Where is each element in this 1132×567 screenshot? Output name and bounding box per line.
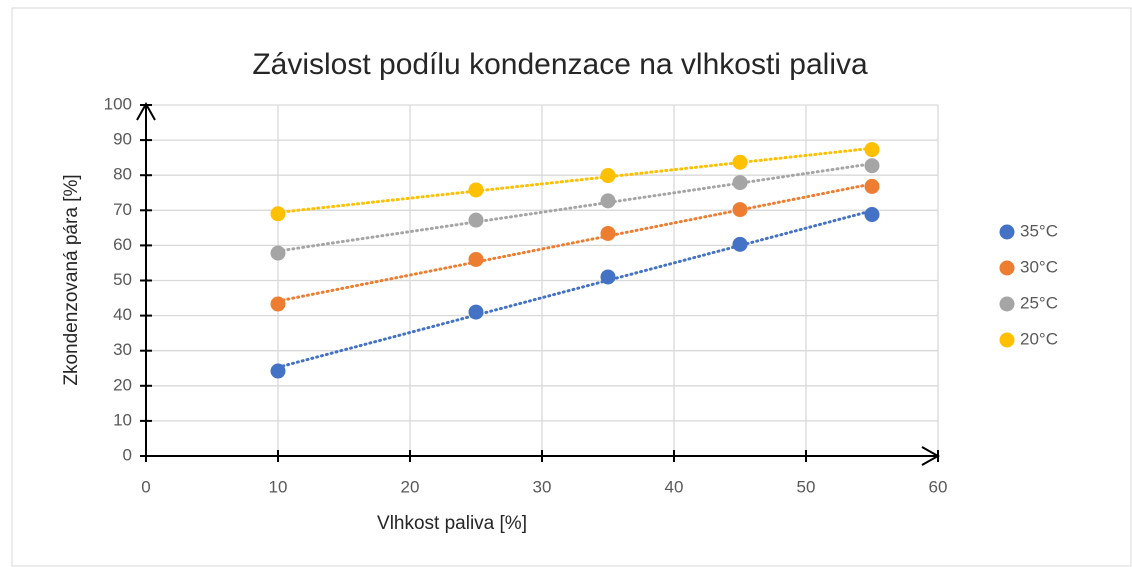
x-tick-label: 10	[269, 477, 288, 496]
y-tick-label: 100	[104, 94, 132, 113]
plot	[270, 142, 880, 379]
legend-label: 25°C	[1020, 293, 1058, 312]
y-tick-label: 0	[123, 445, 132, 464]
x-axis-label: Vlhkost paliva [%]	[377, 513, 527, 534]
point	[864, 178, 880, 194]
y-tick-label: 70	[113, 200, 132, 219]
point	[732, 154, 748, 170]
legend-marker	[999, 224, 1015, 240]
point	[600, 168, 616, 184]
y-axis-label: Zkondenzovaná pára [%]	[61, 174, 82, 385]
point	[732, 236, 748, 252]
y-tick-label: 40	[113, 305, 132, 324]
legend-marker	[999, 260, 1015, 276]
legend-label: 35°C	[1020, 221, 1058, 240]
y-tick-label: 90	[113, 130, 132, 149]
y-tick-label: 30	[113, 340, 132, 359]
chart-title: Závislost podílu kondenzace na vlhkosti …	[252, 48, 868, 81]
point	[270, 296, 286, 312]
x-tick-label: 50	[797, 477, 816, 496]
point	[864, 158, 880, 174]
legend-label: 30°C	[1020, 257, 1058, 276]
y-tick-label: 80	[113, 165, 132, 184]
point	[600, 193, 616, 209]
y-tick-label: 50	[113, 270, 132, 289]
trendline	[276, 146, 874, 214]
point	[270, 245, 286, 261]
point	[600, 225, 616, 241]
point	[270, 363, 286, 379]
point	[864, 207, 880, 223]
y-tick-label: 20	[113, 375, 132, 394]
point	[600, 269, 616, 285]
legend-marker	[999, 332, 1015, 348]
chart-frame	[11, 7, 1132, 567]
x-tick-label: 60	[929, 477, 948, 496]
point	[270, 206, 286, 222]
trendline	[276, 182, 874, 303]
y-tick-label: 60	[113, 235, 132, 254]
trendline	[276, 162, 874, 253]
point	[468, 304, 484, 320]
legend-label: 20°C	[1020, 329, 1058, 348]
point	[864, 142, 880, 158]
point	[732, 175, 748, 191]
point	[732, 202, 748, 218]
y-tick-label: 10	[113, 410, 132, 429]
x-tick-label: 40	[665, 477, 684, 496]
point	[468, 251, 484, 267]
x-tick-label: 30	[533, 477, 552, 496]
x-tick-label: 20	[401, 477, 420, 496]
point	[468, 212, 484, 228]
legend-marker	[999, 296, 1015, 312]
trendline	[276, 209, 874, 369]
point	[468, 182, 484, 198]
x-tick-label: 0	[141, 477, 150, 496]
